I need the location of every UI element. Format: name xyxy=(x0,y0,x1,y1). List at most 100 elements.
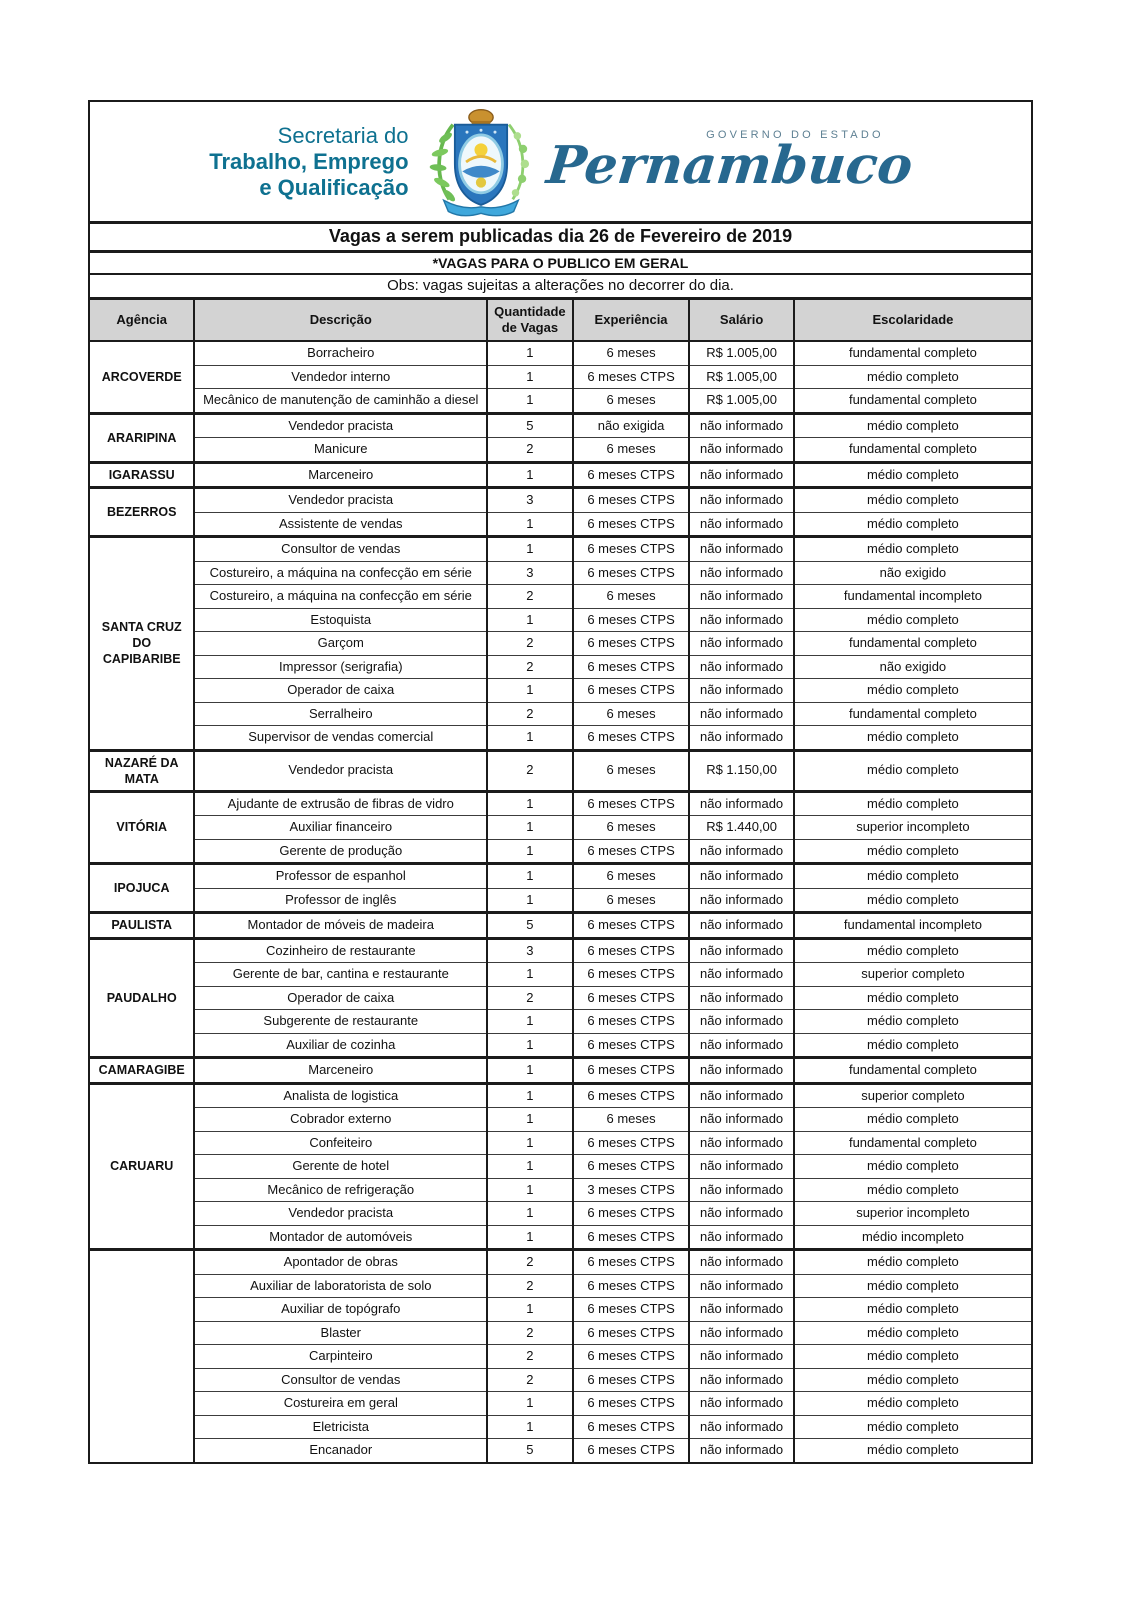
description-cell: Impressor (serigrafia) xyxy=(193,654,488,679)
salary-cell: não informado xyxy=(688,1297,794,1321)
pernambuco-logo-text: GOVERNO DO ESTADO Pernambuco xyxy=(543,128,915,196)
quantity-cell: 1 xyxy=(486,1177,573,1202)
quantity-cell: 2 xyxy=(486,701,573,726)
quantity-cell: 1 xyxy=(486,1107,573,1131)
description-cell: Vendedor pracista xyxy=(193,411,488,438)
table-row: Cobrador externo 1 6 meses não informado méd… xyxy=(90,1107,1031,1131)
description-cell: Blaster xyxy=(193,1320,488,1345)
quantity-cell: 2 xyxy=(486,437,573,462)
table-row: Auxiliar de laboratorista de solo 2 6 mese… xyxy=(90,1273,1031,1298)
table-row: Subgerente de restaurante 1 6 meses CTPS nã… xyxy=(90,1009,1031,1033)
quantity-cell: 2 xyxy=(486,985,573,1010)
table-row: ARCOVERDE Borracheiro 1 6 meses R$ 1.005,00 f… xyxy=(90,341,1031,384)
document-sheet: Secretaria do Trabalho, Emprego e Qualif… xyxy=(88,100,1033,1464)
experience-cell: 6 meses CTPS xyxy=(571,560,690,585)
quantity-cell: 1 xyxy=(486,1201,573,1225)
salary-cell: não informado xyxy=(688,1344,794,1368)
table-row: VITÓRIA Ajudante de extrusão de fibras de… xyxy=(90,789,1031,864)
education-cell: médio incompleto xyxy=(792,1224,1031,1250)
experience-cell: 6 meses CTPS xyxy=(571,962,690,986)
secretaria-line3: e Qualificação xyxy=(259,174,409,200)
experience-cell: 6 meses CTPS xyxy=(571,486,690,512)
pernambuco-coat-of-arms-icon xyxy=(429,108,529,216)
description-cell: Gerente de hotel xyxy=(193,1154,488,1178)
table-row: Apontador de obras 2 6 meses CTPS não infor… xyxy=(90,1248,1031,1462)
salary-cell: não informado xyxy=(688,1438,794,1462)
education-cell: médio completo xyxy=(792,1438,1031,1462)
education-cell: médio completo xyxy=(792,862,1031,888)
description-cell: Costureira em geral xyxy=(193,1391,488,1415)
agency-cell: NAZARÉ DA MATA xyxy=(90,748,195,791)
table-row: Blaster 2 6 meses CTPS não informado médio c… xyxy=(90,1320,1031,1345)
salary-cell: não informado xyxy=(688,911,794,938)
experience-cell: 6 meses CTPS xyxy=(571,1273,690,1298)
education-cell: superior incompleto xyxy=(792,815,1031,839)
quantity-cell: 2 xyxy=(486,631,573,655)
salary-cell: não informado xyxy=(688,1107,794,1131)
experience-cell: 6 meses CTPS xyxy=(571,1297,690,1321)
salary-cell: não informado xyxy=(688,654,794,679)
quantity-cell: 1 xyxy=(486,1391,573,1415)
education-cell: médio completo xyxy=(792,1248,1031,1274)
experience-cell: 6 meses CTPS xyxy=(571,725,690,750)
experience-cell: 6 meses CTPS xyxy=(571,1009,690,1033)
agency-cell: IPOJUCA xyxy=(90,862,195,913)
quantity-cell: 1 xyxy=(486,725,573,750)
description-cell: Montador de automóveis xyxy=(193,1224,488,1250)
education-cell: médio completo xyxy=(792,1320,1031,1345)
table-row: Encanador 5 6 meses CTPS não informado médio… xyxy=(90,1438,1031,1462)
quantity-cell: 1 xyxy=(486,1081,573,1108)
table-row: Estoquista 1 6 meses CTPS não informado médi… xyxy=(90,607,1031,632)
quantity-cell: 3 xyxy=(486,486,573,512)
salary-cell: não informado xyxy=(688,1201,794,1225)
salary-cell: não informado xyxy=(688,1224,794,1250)
education-cell: médio completo xyxy=(792,725,1031,750)
education-cell: fundamental completo xyxy=(792,1130,1031,1155)
education-cell: médio completo xyxy=(792,364,1031,389)
salary-cell: não informado xyxy=(688,789,794,816)
table-row: PAUDALHO Cozinheiro de restaurante 3 6 mese… xyxy=(90,936,1031,1058)
experience-cell: 6 meses CTPS xyxy=(571,607,690,632)
education-cell: superior completo xyxy=(792,962,1031,986)
quantity-cell: 2 xyxy=(486,1248,573,1274)
agency-cell: PAULISTA xyxy=(90,911,195,938)
salary-cell: R$ 1.150,00 xyxy=(688,748,794,791)
page-note: Obs: vagas sujeitas a alterações no deco… xyxy=(387,277,734,294)
education-cell: fundamental completo xyxy=(792,437,1031,462)
salary-cell: não informado xyxy=(688,560,794,585)
education-cell: médio completo xyxy=(792,1391,1031,1415)
salary-cell: R$ 1.005,00 xyxy=(688,341,794,365)
table-row: Operador de caixa 2 6 meses CTPS não inform… xyxy=(90,985,1031,1010)
description-cell: Operador de caixa xyxy=(193,985,488,1010)
table-row: Vendedor interno 1 6 meses CTPS R$ 1.005,00… xyxy=(90,364,1031,389)
salary-cell: não informado xyxy=(688,584,794,608)
table-row: Costureiro, a máquina na confecção em sé… xyxy=(90,560,1031,585)
description-cell: Vendedor pracista xyxy=(193,486,488,512)
description-cell: Auxiliar financeiro xyxy=(193,815,488,839)
salary-cell: não informado xyxy=(688,725,794,750)
quantity-cell: 1 xyxy=(486,1224,573,1250)
salary-cell: não informado xyxy=(688,1056,794,1083)
governo-do-estado-label: GOVERNO DO ESTADO xyxy=(706,128,884,141)
quantity-cell: 2 xyxy=(486,1320,573,1345)
salary-cell: não informado xyxy=(688,1130,794,1155)
description-cell: Analista de logistica xyxy=(193,1081,488,1108)
quantity-cell: 1 xyxy=(486,887,573,913)
salary-cell: não informado xyxy=(688,862,794,888)
description-cell: Ajudante de extrusão de fibras de vidro xyxy=(193,789,488,816)
description-cell: Costureiro, a máquina na confecção em sé… xyxy=(193,560,488,585)
quantity-cell: 1 xyxy=(486,1056,573,1083)
agency-cell: PAUDALHO xyxy=(90,936,195,1058)
education-cell: fundamental completo xyxy=(792,388,1031,413)
experience-cell: 6 meses CTPS xyxy=(571,1081,690,1108)
education-cell: médio completo xyxy=(792,838,1031,864)
table-row: IPOJUCA Professor de espanhol 1 6 meses não … xyxy=(90,862,1031,913)
description-cell: Borracheiro xyxy=(193,341,488,365)
salary-cell: não informado xyxy=(688,1009,794,1033)
vacancies-table: Agência Descrição Quantidade de Vagas Ex… xyxy=(90,297,1031,1462)
education-cell: médio completo xyxy=(792,1107,1031,1131)
salary-cell: não informado xyxy=(688,936,794,963)
table-row: Mecânico de refrigeração 1 3 meses CTPS não… xyxy=(90,1177,1031,1202)
table-row: CAMARAGIBE Marceneiro 1 6 meses CTPS não inf… xyxy=(90,1056,1031,1083)
description-cell: Encanador xyxy=(193,1438,488,1462)
